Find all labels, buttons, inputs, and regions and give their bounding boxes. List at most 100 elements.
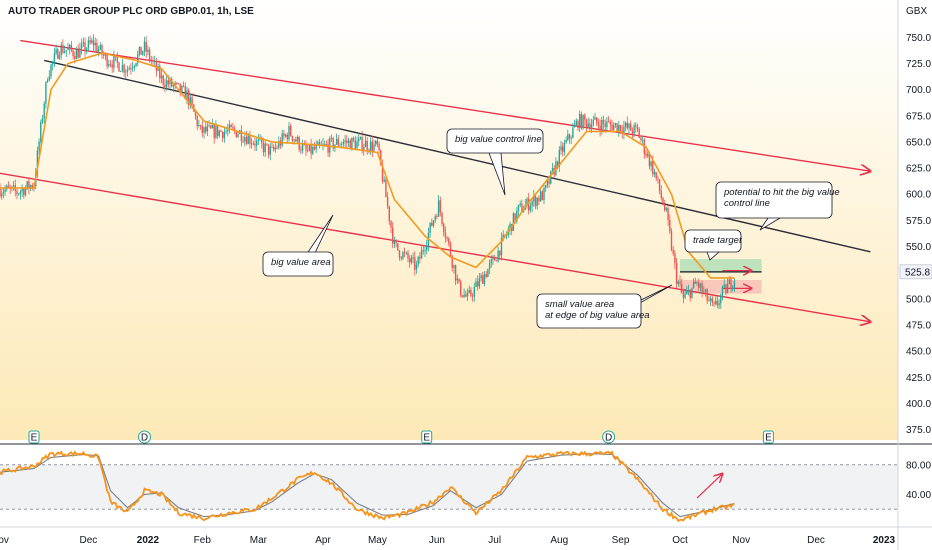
candle-body [327, 144, 329, 153]
candle-body [72, 50, 74, 57]
candle-body [109, 64, 112, 66]
candle-body [655, 171, 657, 179]
oscillator-pane-background [0, 447, 898, 527]
candle-body [449, 243, 452, 257]
candle-body [142, 51, 144, 55]
candle-body [256, 140, 258, 146]
candle-body [681, 283, 683, 293]
candle-body [733, 280, 736, 288]
candle-body [296, 136, 299, 142]
candle-body [410, 257, 413, 263]
candle-body [420, 250, 423, 259]
candle-body [92, 40, 95, 46]
candle-body [67, 48, 69, 51]
candle-body [266, 143, 268, 145]
candle-body [560, 146, 562, 151]
candle-body [74, 56, 76, 60]
dividend-marker[interactable]: D [602, 430, 616, 444]
candle-body [57, 49, 59, 59]
candle-body [189, 97, 192, 105]
channel-upper-line[interactable] [20, 39, 870, 172]
y-tick-label: 400.0 [906, 399, 931, 410]
candle-body [565, 140, 567, 143]
candle-body [354, 140, 356, 149]
candle-body [261, 138, 263, 144]
candle-body [53, 53, 56, 62]
candle-body [29, 185, 32, 189]
candle-body [19, 191, 22, 194]
candle-body [562, 146, 564, 152]
candle-body [46, 80, 49, 83]
candle-body [677, 281, 679, 285]
control-line-note[interactable]: big value control line [446, 128, 544, 196]
candle-body [52, 61, 54, 65]
candle-body [424, 250, 426, 252]
x-tick-label: Nov [0, 535, 9, 546]
candle-body [201, 125, 203, 133]
candle-body [58, 55, 61, 59]
candle-body [492, 257, 494, 260]
candle-body [135, 63, 137, 66]
event-marker-label: E [765, 433, 772, 444]
candle-body [512, 213, 515, 231]
candle-body [458, 278, 460, 282]
candle-body [494, 257, 496, 261]
candle-body [148, 49, 151, 60]
candle-body [352, 137, 355, 141]
candle-body [159, 65, 161, 79]
candle-body [240, 130, 243, 141]
earnings-marker[interactable]: E [421, 430, 433, 444]
big-value-area-note[interactable]: big value area [262, 214, 334, 277]
candle-body [698, 282, 700, 288]
candle-body [40, 121, 42, 142]
candle-body [536, 197, 538, 207]
candle-body [342, 142, 345, 145]
candle-body [26, 181, 28, 188]
candle-body [369, 141, 372, 151]
candle-body [131, 67, 134, 69]
candle-body [711, 298, 713, 303]
candle-body [623, 126, 625, 134]
x-tick-label: Dec [80, 535, 98, 546]
candle-body [584, 114, 586, 120]
candle-body [252, 143, 254, 145]
y-tick-label: 500.0 [906, 294, 931, 305]
candle-body [446, 237, 448, 239]
x-tick-label: Jun [429, 535, 445, 546]
candle-body [407, 252, 409, 259]
trade-target-note[interactable]: trade target [684, 229, 742, 261]
candle-body [409, 258, 411, 263]
earnings-marker[interactable]: E [28, 430, 40, 444]
candle-body [658, 179, 661, 192]
candle-body [133, 65, 135, 68]
candle-body [664, 204, 666, 211]
candle-body [84, 42, 86, 52]
candle-body [422, 250, 424, 252]
candle-body [577, 120, 579, 129]
candle-body [640, 137, 642, 140]
candle-body [619, 125, 622, 131]
earnings-marker[interactable]: E [762, 430, 774, 444]
candle-body [262, 143, 265, 153]
candle-body [291, 135, 294, 141]
candle-body [50, 64, 52, 77]
candle-body [550, 170, 552, 184]
candle-body [650, 161, 652, 167]
candle-body [356, 141, 358, 149]
candle-body [419, 256, 421, 259]
dividend-marker[interactable]: D [138, 430, 151, 444]
channel-lower-line[interactable] [0, 172, 870, 322]
candle-body [631, 130, 634, 134]
chart-title: AUTO TRADER GROUP PLC ORD GBP0.01, 1h, L… [8, 6, 254, 17]
candle-body [461, 295, 464, 297]
candle-body [633, 125, 635, 134]
candle-body [468, 289, 470, 293]
x-tick-label: Sep [612, 535, 630, 546]
y-tick-label: 425.0 [906, 373, 931, 384]
candle-body [526, 198, 528, 205]
candle-body [703, 291, 705, 293]
candle-body [543, 188, 545, 201]
